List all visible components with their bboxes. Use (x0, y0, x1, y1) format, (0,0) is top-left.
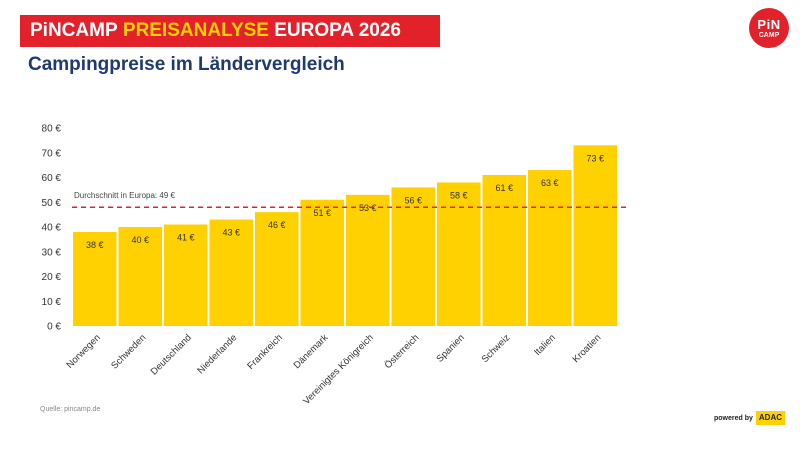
bar (391, 187, 435, 326)
source-note: Quelle: pincamp.de (40, 406, 101, 413)
title-suffix: EUROPA 2026 (274, 20, 401, 41)
bar-value-label: 63 € (541, 178, 559, 188)
bar (482, 175, 526, 326)
bar-value-label: 58 € (450, 190, 468, 200)
bar (346, 194, 390, 326)
category-label: Deutschland (149, 332, 194, 377)
category-label: Schweden (109, 332, 148, 371)
bar (118, 227, 162, 326)
bar (300, 199, 344, 326)
bar-value-label: 56 € (404, 195, 422, 205)
bar-value-label: 51 € (313, 208, 331, 218)
bar-value-label: 43 € (222, 228, 240, 238)
y-tick-label: 20 € (42, 272, 62, 283)
bar (209, 219, 253, 326)
category-label: Schweiz (480, 332, 513, 365)
average-line-label: Durchschnitt in Europa: 49 € (74, 191, 175, 200)
adac-logo: ADAC (755, 411, 786, 425)
y-tick-label: 50 € (42, 198, 62, 209)
y-tick-label: 60 € (42, 173, 62, 184)
bar-value-label: 38 € (86, 240, 104, 250)
bar (164, 224, 208, 326)
bar-value-label: 40 € (131, 235, 149, 245)
bar (437, 182, 481, 326)
bar (255, 212, 299, 326)
page-subtitle: Campingpreise im Ländervergleich (28, 54, 345, 75)
title-brand: PiNCAMP (30, 20, 118, 41)
title-banner: PiNCAMP PREISANALYSE EUROPA 2026 (20, 15, 440, 47)
y-tick-label: 0 € (47, 322, 61, 333)
powered-by: powered by ADAC (714, 411, 786, 425)
bar-value-label: 53 € (359, 203, 377, 213)
category-label: Norwegen (64, 332, 102, 370)
category-label: Österreich (383, 332, 422, 371)
bar (528, 170, 572, 326)
category-label: Spanien (434, 332, 466, 364)
bar-value-label: 46 € (268, 220, 286, 230)
bar-value-label: 61 € (495, 183, 513, 193)
y-tick-label: 70 € (42, 148, 62, 159)
logo-line-2: CAMP (758, 31, 780, 39)
category-label: Dänemark (292, 332, 331, 371)
logo-line-1: PiN (757, 16, 781, 32)
bar-value-label: 73 € (586, 153, 604, 163)
bar (73, 231, 117, 326)
pincamp-logo: PiN CAMP (749, 8, 789, 48)
y-tick-label: 80 € (42, 124, 62, 135)
bar-value-label: 41 € (177, 233, 195, 243)
y-tick-label: 30 € (42, 247, 62, 258)
category-label: Niederlande (195, 332, 239, 376)
category-label: Frankreich (245, 332, 285, 372)
y-tick-label: 10 € (42, 297, 62, 308)
bar (573, 145, 617, 326)
category-label: Kroatien (571, 332, 604, 365)
powered-by-text: powered by (714, 414, 753, 422)
category-label: Italien (532, 332, 558, 358)
y-tick-label: 40 € (42, 223, 62, 234)
title-highlight: PREISANALYSE (122, 20, 269, 41)
